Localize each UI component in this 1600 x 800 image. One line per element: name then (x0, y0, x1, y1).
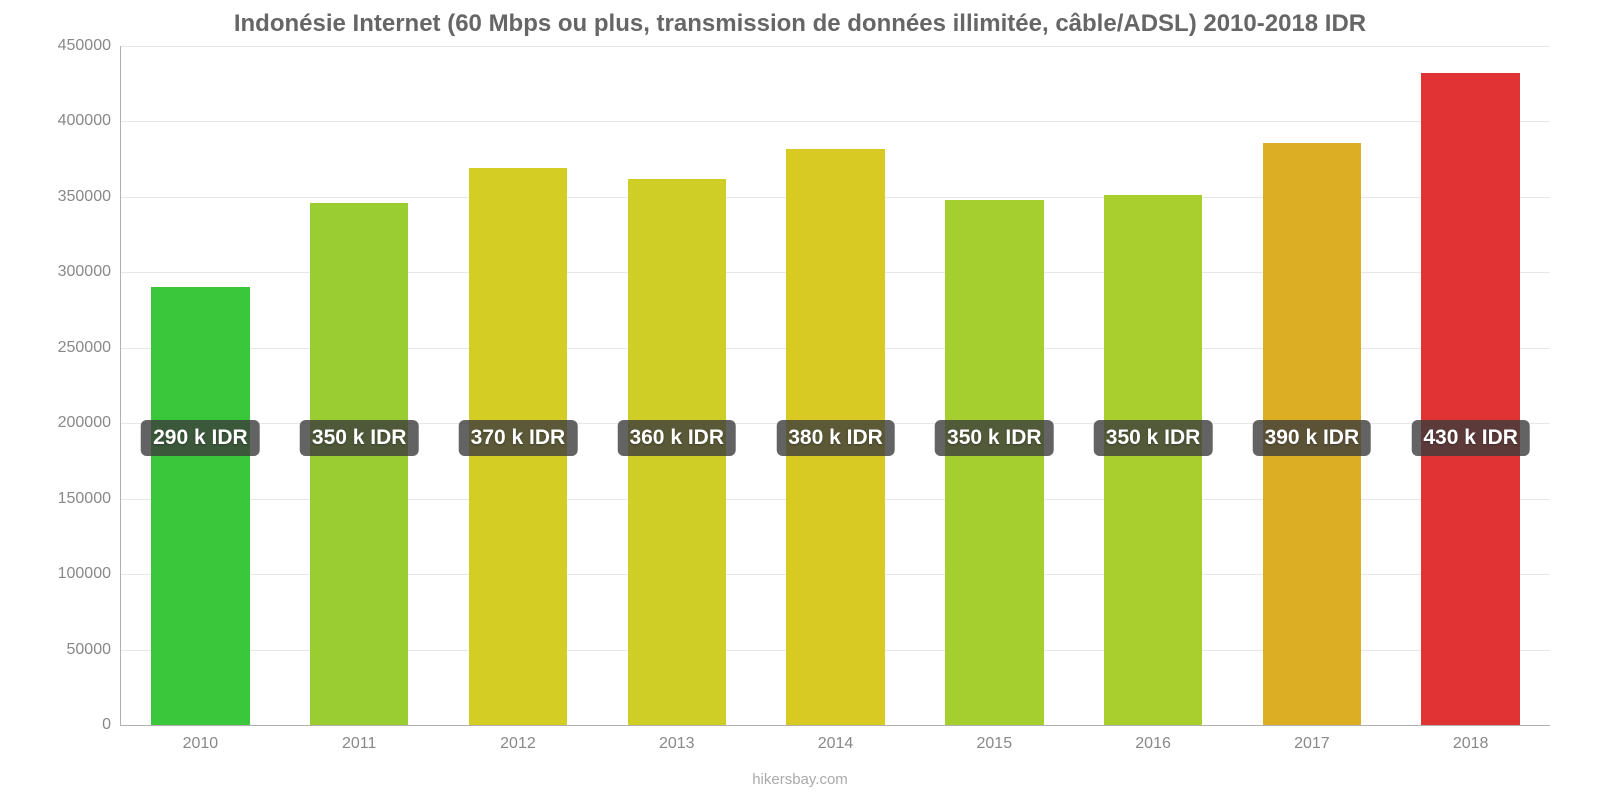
ytick-label: 150000 (58, 490, 121, 508)
bar (1104, 195, 1202, 725)
bars-group: 290 k IDR2010350 k IDR2011370 k IDR20123… (121, 46, 1550, 725)
bar-value-label: 350 k IDR (935, 420, 1054, 456)
xtick-label: 2013 (659, 725, 695, 753)
bar (1421, 73, 1519, 725)
bar (945, 200, 1043, 725)
ytick-label: 0 (102, 716, 121, 734)
bar (310, 203, 408, 725)
ytick-label: 250000 (58, 339, 121, 357)
xtick-label: 2011 (342, 725, 376, 753)
bar-slot: 350 k IDR2011 (280, 46, 439, 725)
bar-value-label: 430 k IDR (1411, 420, 1530, 456)
xtick-label: 2016 (1135, 725, 1171, 753)
ytick-label: 200000 (58, 414, 121, 432)
attribution-text: hikersbay.com (0, 771, 1600, 788)
ytick-label: 350000 (58, 188, 121, 206)
bar-slot: 350 k IDR2016 (1074, 46, 1233, 725)
bar-value-label: 380 k IDR (776, 420, 895, 456)
bar-slot: 290 k IDR2010 (121, 46, 280, 725)
bar-slot: 430 k IDR2018 (1391, 46, 1550, 725)
bar-slot: 390 k IDR2017 (1232, 46, 1391, 725)
xtick-label: 2012 (500, 725, 536, 753)
ytick-label: 50000 (67, 641, 122, 659)
bar-value-label: 350 k IDR (300, 420, 419, 456)
bar-value-label: 390 k IDR (1253, 420, 1372, 456)
bar-slot: 360 k IDR2013 (597, 46, 756, 725)
xtick-label: 2017 (1294, 725, 1330, 753)
bar-slot: 350 k IDR2015 (915, 46, 1074, 725)
bar-value-label: 360 k IDR (617, 420, 736, 456)
plot-area: 290 k IDR2010350 k IDR2011370 k IDR20123… (120, 46, 1550, 726)
plot-region: 290 k IDR2010350 k IDR2011370 k IDR20123… (120, 46, 1550, 726)
xtick-label: 2010 (183, 725, 219, 753)
chart-title: Indonésie Internet (60 Mbps ou plus, tra… (30, 10, 1570, 38)
ytick-label: 300000 (58, 263, 121, 281)
bar-slot: 370 k IDR2012 (439, 46, 598, 725)
ytick-label: 100000 (58, 565, 121, 583)
bar-value-label: 290 k IDR (141, 420, 260, 456)
chart-container: Indonésie Internet (60 Mbps ou plus, tra… (0, 0, 1600, 800)
bar-value-label: 350 k IDR (1094, 420, 1213, 456)
xtick-label: 2014 (818, 725, 854, 753)
xtick-label: 2018 (1453, 725, 1489, 753)
bar (151, 287, 249, 725)
ytick-label: 450000 (58, 37, 121, 55)
bar-slot: 380 k IDR2014 (756, 46, 915, 725)
bar-value-label: 370 k IDR (459, 420, 578, 456)
ytick-label: 400000 (58, 112, 121, 130)
xtick-label: 2015 (977, 725, 1013, 753)
